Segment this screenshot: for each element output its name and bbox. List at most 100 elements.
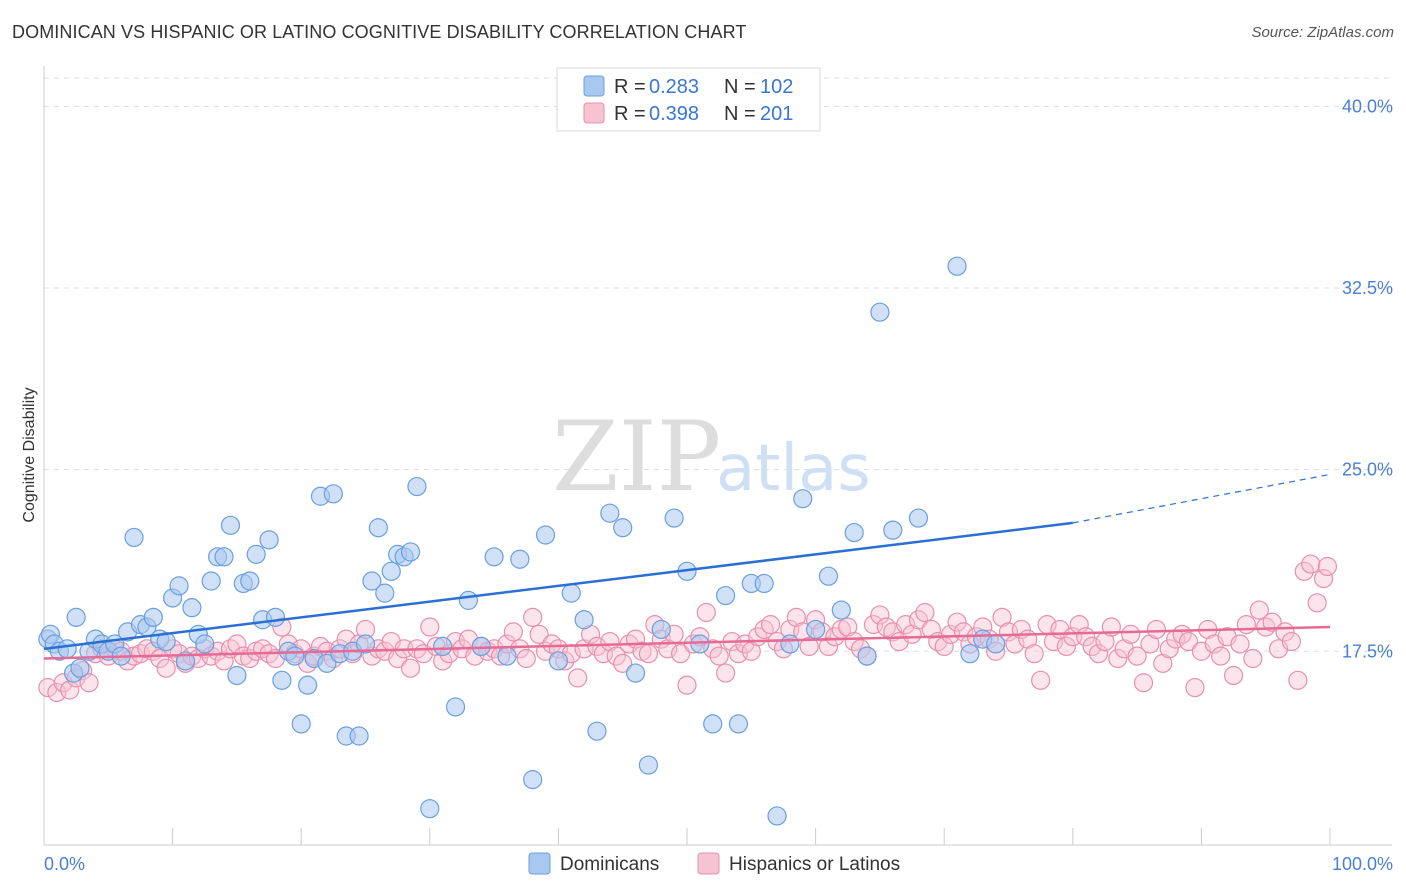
data-point-dominicans bbox=[201, 571, 221, 591]
data-point-hispanics bbox=[1178, 631, 1199, 652]
y-tick-label: 17.5% bbox=[1342, 641, 1393, 661]
data-point-hispanics bbox=[150, 648, 170, 669]
stats-r-label-dominicans: R = bbox=[614, 76, 646, 98]
data-point-dominicans bbox=[625, 663, 646, 683]
data-point-hispanics bbox=[921, 619, 941, 640]
data-point-dominicans bbox=[259, 530, 279, 550]
data-point-hispanics bbox=[613, 653, 633, 673]
data-point-dominicans bbox=[265, 607, 286, 627]
data-point-dominicans bbox=[754, 573, 774, 594]
data-point-hispanics bbox=[606, 646, 626, 666]
x-tick-label: 100.0% bbox=[1332, 854, 1393, 874]
data-point-hispanics bbox=[638, 644, 659, 664]
data-point-hispanics bbox=[79, 673, 99, 693]
data-point-hispanics bbox=[715, 663, 736, 683]
data-point-hispanics bbox=[1121, 624, 1141, 644]
data-point-hispanics bbox=[503, 622, 523, 642]
data-point-dominicans bbox=[780, 634, 800, 654]
data-point-dominicans bbox=[715, 585, 736, 606]
data-point-hispanics bbox=[568, 668, 588, 688]
stats-n-label-dominicans: N = bbox=[724, 76, 756, 98]
data-point-dominicans bbox=[246, 544, 266, 564]
watermark-zip: ZIP bbox=[552, 401, 721, 513]
data-point-dominicans bbox=[831, 600, 851, 620]
data-point-hispanics bbox=[1230, 634, 1250, 654]
legend-hispanics-label: Hispanics or Latinos bbox=[729, 854, 900, 875]
y-tick-labels: 17.5% 25.0% 32.5% 40.0% bbox=[1342, 96, 1393, 661]
data-point-hispanics bbox=[1317, 556, 1338, 577]
data-point-dominicans bbox=[986, 634, 1006, 654]
data-point-dominicans bbox=[510, 549, 530, 569]
data-point-dominicans bbox=[291, 714, 311, 734]
data-point-hispanics bbox=[1301, 554, 1321, 574]
data-point-hispanics bbox=[1288, 670, 1308, 690]
data-point-dominicans bbox=[870, 302, 890, 322]
y-tick-label: 32.5% bbox=[1342, 278, 1393, 298]
data-point-dominicans bbox=[317, 653, 337, 673]
trend-line-dominicans-extrapolated bbox=[1072, 473, 1331, 524]
data-point-hispanics bbox=[1249, 600, 1269, 620]
legend-dominicans-label: Dominicans bbox=[560, 854, 659, 875]
data-point-dominicans bbox=[349, 726, 369, 746]
x-tick-label: 0.0% bbox=[44, 854, 85, 874]
data-point-dominicans bbox=[175, 651, 196, 671]
data-point-dominicans bbox=[214, 547, 234, 567]
data-point-dominicans bbox=[57, 639, 77, 659]
legend-dominicans-swatch bbox=[528, 852, 551, 875]
data-point-hispanics bbox=[523, 607, 543, 627]
stats-r-label-hispanics: R = bbox=[614, 103, 646, 125]
data-point-dominicans bbox=[355, 634, 376, 654]
data-point-hispanics bbox=[908, 610, 929, 630]
data-point-hispanics bbox=[1133, 673, 1154, 693]
stats-r-value-dominicans: 0.283 bbox=[649, 76, 699, 98]
y-tick-label: 40.0% bbox=[1342, 96, 1393, 116]
data-point-dominicans bbox=[458, 590, 478, 610]
data-point-hispanics bbox=[844, 631, 864, 652]
data-point-hispanics bbox=[799, 636, 819, 657]
axes bbox=[43, 66, 1392, 846]
data-point-hispanics bbox=[529, 624, 549, 644]
data-point-hispanics bbox=[1108, 648, 1128, 669]
y-axis-label: Cognitive Disability bbox=[21, 387, 38, 522]
data-point-dominicans bbox=[484, 547, 504, 567]
data-point-hispanics bbox=[400, 658, 421, 678]
stats-r-value-hispanics: 0.398 bbox=[649, 103, 699, 125]
data-point-hispanics bbox=[1127, 646, 1147, 666]
data-point-dominicans bbox=[375, 583, 395, 603]
chart-title: DOMINICAN VS HISPANIC OR LATINO COGNITIV… bbox=[12, 22, 747, 42]
stats-n-label-hispanics: N = bbox=[724, 103, 756, 125]
data-point-dominicans bbox=[844, 522, 864, 543]
data-point-hispanics bbox=[156, 658, 176, 678]
data-point-dominicans bbox=[298, 675, 318, 695]
data-point-dominicans bbox=[240, 571, 260, 591]
trend-line-hispanics bbox=[43, 625, 1331, 660]
data-point-hispanics bbox=[38, 677, 58, 698]
data-point-dominicans bbox=[272, 670, 292, 690]
data-point-dominicans bbox=[651, 619, 671, 640]
data-point-dominicans bbox=[600, 503, 620, 523]
data-point-dominicans bbox=[728, 714, 749, 734]
data-point-hispanics bbox=[1056, 636, 1076, 657]
data-point-dominicans bbox=[381, 561, 401, 581]
x-tick-labels: 0.0% 100.0% bbox=[44, 854, 1393, 874]
data-point-hispanics bbox=[760, 615, 781, 635]
data-point-hispanics bbox=[1236, 615, 1257, 635]
data-point-dominicans bbox=[793, 489, 813, 509]
data-point-dominicans bbox=[220, 515, 241, 535]
data-point-hispanics bbox=[1146, 619, 1166, 640]
data-point-dominicans bbox=[497, 646, 517, 666]
data-point-hispanics bbox=[1024, 644, 1044, 664]
stats-legend: R = 0.283 N = 102 R = 0.398 N = 201 bbox=[556, 67, 821, 132]
data-point-dominicans bbox=[400, 542, 421, 562]
data-point-hispanics bbox=[709, 646, 729, 666]
data-point-hispanics bbox=[420, 617, 440, 637]
data-point-hispanics bbox=[214, 651, 234, 671]
y-tick-label: 25.0% bbox=[1342, 460, 1393, 480]
dominicans-swatch bbox=[583, 75, 605, 97]
data-point-dominicans bbox=[908, 508, 929, 528]
trend-line-dominicans bbox=[43, 521, 1073, 651]
data-point-hispanics bbox=[1294, 561, 1314, 581]
data-point-dominicans bbox=[561, 583, 581, 603]
data-point-dominicans bbox=[690, 634, 710, 654]
data-point-hispanics bbox=[947, 612, 967, 632]
